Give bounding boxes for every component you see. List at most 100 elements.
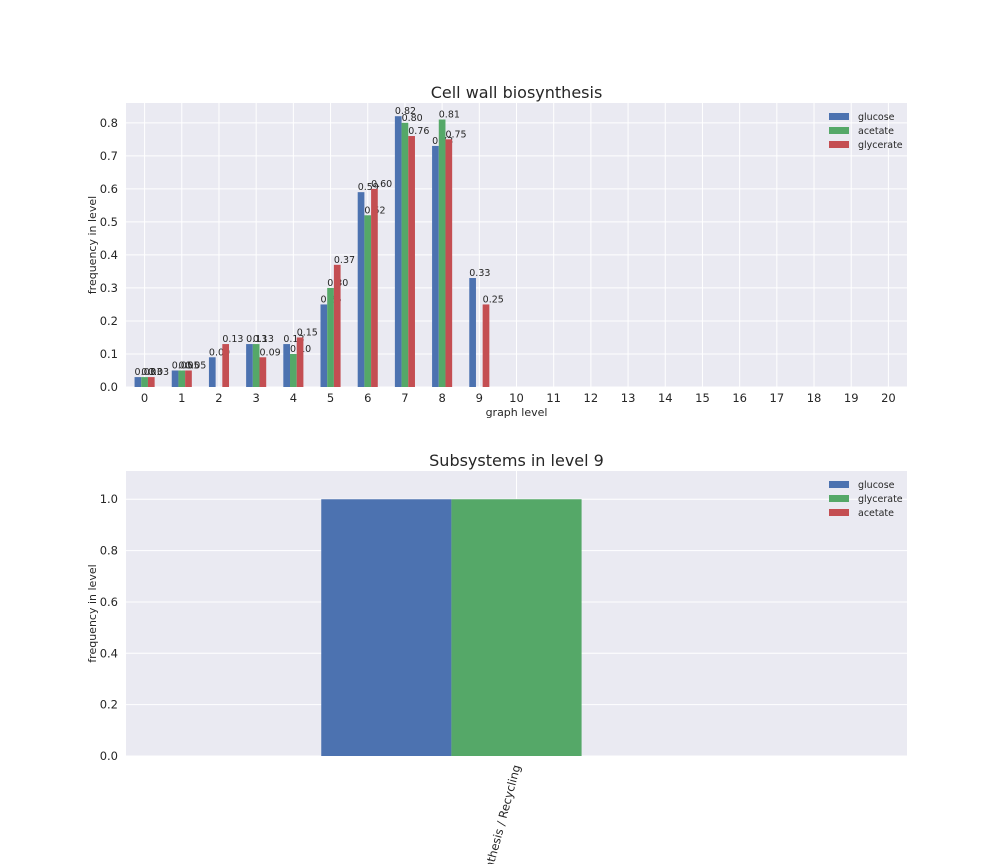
chart-1-bar-glycerate	[333, 264, 341, 387]
chart-1-data-label: 0.13	[253, 334, 274, 345]
chart-1-y-axis-label: frequency in level	[86, 196, 99, 294]
chart-1-bar-glycerate	[371, 188, 378, 387]
chart-1-x-tick-label: 10	[509, 391, 524, 405]
chart-1-bar-glucose	[394, 116, 402, 388]
chart-1-y-tick-label: 0.0	[100, 380, 118, 394]
chart-1-x-tick-label: 7	[401, 391, 408, 405]
chart-1-y-tick-label: 0.1	[100, 347, 118, 361]
chart-1-x-tick-label: 9	[476, 391, 483, 405]
chart-1-bar-acetate	[178, 370, 186, 387]
chart-1-bar-glucose	[320, 304, 328, 387]
chart-1-x-tick-label: 2	[215, 391, 222, 405]
chart-1-bar-glycerate	[296, 337, 304, 387]
chart-1-bar-glucose	[283, 344, 291, 387]
chart-1-bar-glucose	[432, 145, 439, 387]
chart-1-data-label: 0.75	[445, 129, 466, 140]
chart-1-x-tick-label: 4	[290, 391, 297, 405]
chart-1-bar-glycerate	[222, 344, 230, 387]
chart-1-data-label: 0.05	[172, 360, 193, 371]
chart-1-bar-glucose	[469, 278, 476, 387]
chart-1-bar-glycerate	[408, 136, 415, 387]
chart-1-x-tick-label: 18	[807, 391, 822, 405]
chart-1-x-tick-label: 19	[844, 391, 859, 405]
chart-1-legend-swatch	[829, 141, 849, 148]
chart-1-bar-glycerate	[147, 377, 155, 387]
chart-1-legend-label: glycerate	[858, 140, 903, 151]
chart-1-data-label: 0.13	[246, 334, 267, 345]
chart-1-y-tick-label: 0.5	[100, 215, 118, 229]
chart-1-legend-label: glucose	[858, 112, 895, 123]
chart-1-bar-glucose	[134, 377, 142, 387]
chart-1-data-label: 0.15	[297, 327, 318, 338]
chart-1-data-label: 0.03	[148, 367, 169, 378]
chart-2-title: Subsystems in level 9	[429, 451, 604, 470]
chart-2-bar-glucose	[321, 499, 452, 756]
chart-1-legend-label: acetate	[858, 126, 894, 137]
chart-2-y-tick-label: 1.0	[100, 492, 118, 506]
chart-1-bar-glucose	[357, 192, 365, 387]
chart-1-x-tick-label: 20	[881, 391, 896, 405]
chart-1-data-label: 0.13	[222, 334, 243, 345]
chart-1-data-label: 0.13	[283, 334, 304, 345]
chart-1-x-tick-label: 0	[141, 391, 148, 405]
chart-1-bar-glycerate	[445, 139, 453, 387]
chart-1-y-tick-label: 0.4	[100, 248, 118, 262]
chart-1-y-tick-label: 0.7	[100, 149, 118, 163]
chart-1-y-tick-label: 0.8	[100, 116, 118, 130]
chart-1-data-label: 0.25	[483, 294, 504, 305]
chart-1-x-tick-label: 11	[546, 391, 561, 405]
chart-1-bar-glycerate	[259, 357, 267, 387]
chart-1-bar-acetate	[252, 344, 260, 387]
chart-1-x-tick-label: 1	[178, 391, 185, 405]
chart-2-legend-label: acetate	[858, 508, 894, 519]
chart-1-bar-glycerate	[185, 370, 192, 387]
chart-2-y-tick-label: 0.0	[100, 749, 118, 763]
chart-2-bar-glycerate	[451, 499, 582, 756]
chart-1-x-tick-label: 13	[621, 391, 636, 405]
chart-1-data-label: 0.05	[178, 360, 199, 371]
chart-1-legend-swatch	[829, 113, 849, 120]
chart-1-bar-acetate	[401, 122, 409, 387]
chart-1-title: Cell wall biosynthesis	[431, 83, 603, 102]
chart-1-bar-acetate	[141, 377, 148, 387]
chart-1-data-label: 0.80	[402, 113, 423, 124]
chart-2-y-tick-label: 0.8	[100, 544, 118, 558]
chart-1-bar-acetate	[438, 119, 446, 387]
chart-2-legend-label: glycerate	[858, 494, 903, 505]
chart-1-x-tick-label: 12	[584, 391, 599, 405]
chart-1-x-tick-label: 15	[695, 391, 710, 405]
chart-1-bar-acetate	[327, 287, 334, 387]
chart-1-data-label: 0.37	[334, 255, 355, 266]
chart-1-legend-swatch	[829, 127, 849, 134]
chart-1-bar-glycerate	[482, 304, 490, 387]
chart-1-x-tick-label: 16	[732, 391, 747, 405]
chart-1-data-label: 0.05	[185, 360, 206, 371]
chart-1-y-tick-label: 0.2	[100, 314, 118, 328]
chart-1-bar-glucose	[171, 370, 179, 387]
chart-1-x-tick-label: 14	[658, 391, 673, 405]
chart-1-data-label: 0.03	[141, 367, 162, 378]
chart-1-data-label: 0.59	[358, 182, 379, 193]
chart-1-data-label: 0.76	[408, 126, 429, 137]
chart-1-data-label: 0.33	[469, 268, 490, 279]
chart-2-legend-swatch	[829, 481, 849, 488]
chart-1-x-tick-label: 3	[253, 391, 260, 405]
chart-1-bar-acetate	[364, 215, 372, 387]
chart-1-x-tick-label: 8	[438, 391, 445, 405]
chart-1-x-axis-label: graph level	[486, 406, 548, 419]
chart-1-bar-glucose	[246, 344, 253, 387]
chart-1-x-tick-label: 6	[364, 391, 371, 405]
chart-1-data-label: 0.81	[439, 110, 460, 121]
chart-1-data-label: 0.09	[209, 347, 230, 358]
chart-1-bar-acetate	[290, 353, 297, 387]
chart-1-data-label: 0.82	[395, 106, 416, 117]
chart-2-y-tick-label: 0.6	[100, 595, 118, 609]
chart-2-y-tick-label: 0.2	[100, 698, 118, 712]
chart-1-data-label: 0.09	[260, 347, 281, 358]
chart-1-axes: 0.00.10.20.30.40.50.60.70.80 1 2 3 4 5 6 7 8 9 10 1…	[86, 83, 907, 419]
chart-1-x-tick-label: 17	[770, 391, 785, 405]
chart-2-legend-swatch	[829, 495, 849, 502]
chart-1-x-tick-label: 5	[327, 391, 334, 405]
chart-2-legend-swatch	[829, 509, 849, 516]
